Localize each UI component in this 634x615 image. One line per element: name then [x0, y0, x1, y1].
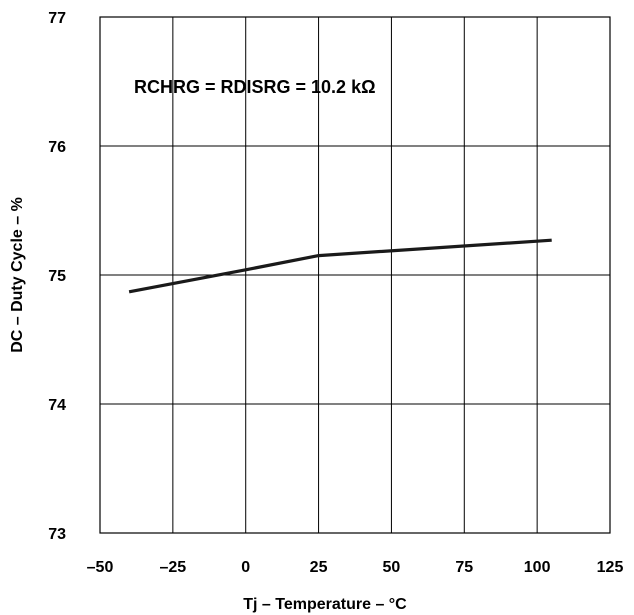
- series-line-duty-cycle: [128, 238, 552, 294]
- x-tick-label: –50: [87, 559, 114, 576]
- x-axis-title: Tj – Temperature – °C: [243, 596, 407, 613]
- plot-frame: [99, 16, 611, 534]
- x-tick-label: 50: [383, 559, 401, 576]
- x-tick-label: –25: [160, 559, 187, 576]
- y-tick-label: 76: [48, 139, 66, 156]
- y-tick-label: 77: [48, 10, 66, 27]
- annotation-resistor-values: RCHRG = RDISRG = 10.2 kΩ: [134, 77, 376, 97]
- y-tick-labels: 73 74 75 76 77: [48, 10, 66, 543]
- x-tick-label: 125: [597, 559, 624, 576]
- x-tick-label: 75: [455, 559, 473, 576]
- x-tick-label: 100: [524, 559, 551, 576]
- x-tick-labels: –50 –25 0 25 50 75 100 125: [87, 559, 624, 576]
- y-tick-label: 74: [48, 397, 66, 414]
- y-tick-label: 73: [48, 526, 66, 543]
- y-tick-label: 75: [48, 268, 66, 285]
- x-tick-label: 25: [310, 559, 328, 576]
- y-axis-title: DC – Duty Cycle – %: [9, 197, 26, 353]
- x-tick-label: 0: [241, 559, 250, 576]
